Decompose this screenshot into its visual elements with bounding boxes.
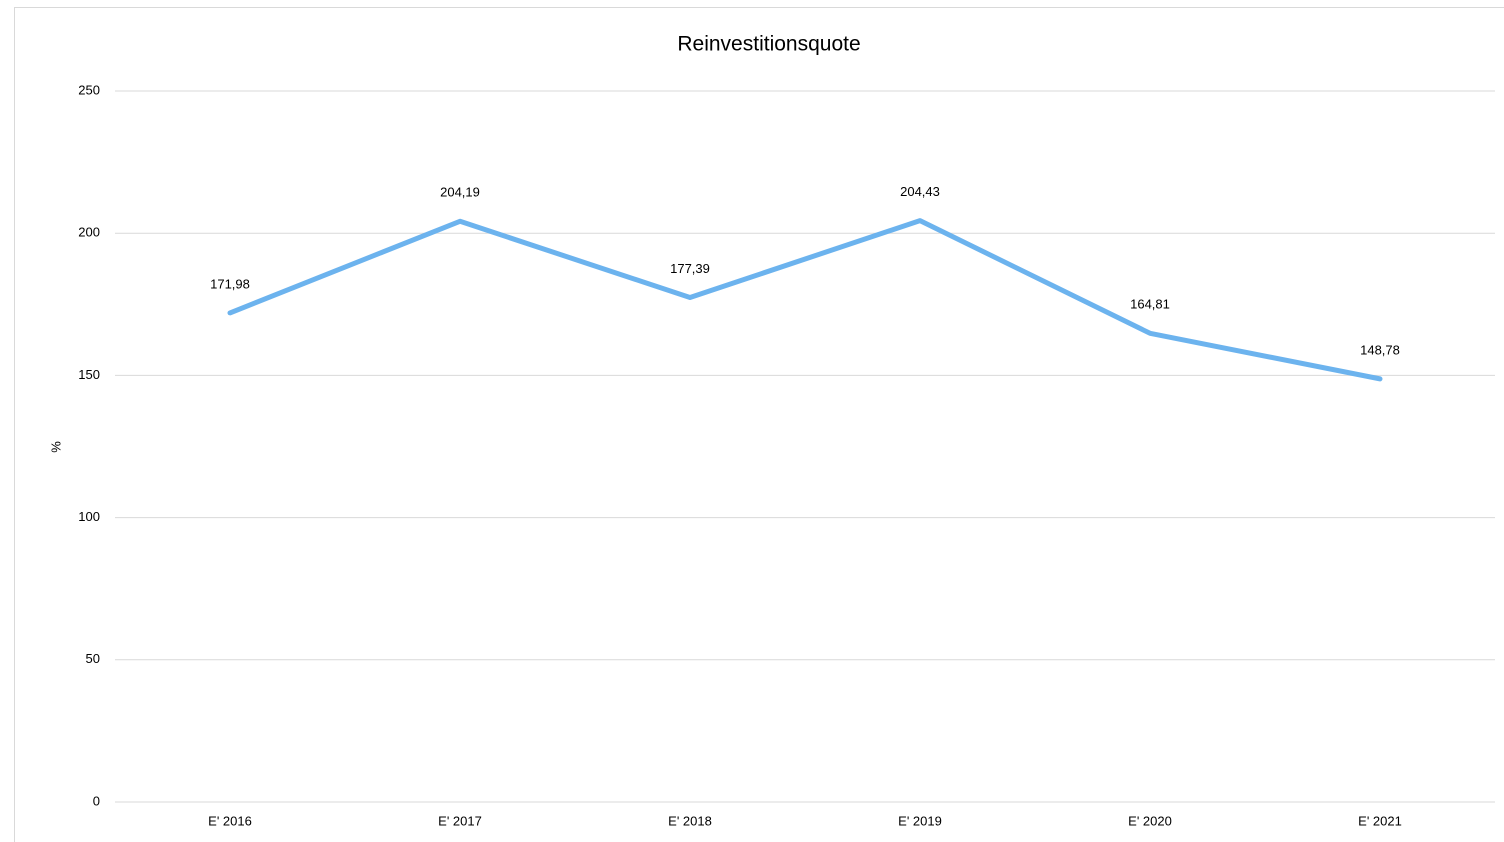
x-tick-label: E' 2016 [208, 813, 252, 828]
x-tick-label: E' 2019 [898, 813, 942, 828]
y-tick-label: 200 [78, 225, 100, 240]
y-tick-label: 100 [78, 509, 100, 524]
x-tick-label: E' 2020 [1128, 813, 1172, 828]
y-tick-label: 150 [78, 367, 100, 382]
data-label: 204,19 [440, 185, 480, 200]
data-label: 164,81 [1130, 297, 1170, 312]
y-axis-label: % [48, 441, 63, 453]
y-tick-label: 250 [78, 82, 100, 97]
y-tick-label: 0 [93, 793, 100, 808]
data-label: 171,98 [210, 276, 250, 291]
y-tick-label: 50 [86, 651, 100, 666]
chart-title: Reinvestitionsquote [677, 33, 860, 56]
x-tick-label: E' 2021 [1358, 813, 1402, 828]
data-label: 148,78 [1360, 342, 1400, 357]
x-tick-label: E' 2018 [668, 813, 712, 828]
data-label: 204,43 [900, 184, 940, 199]
data-label: 177,39 [670, 261, 710, 276]
series-line [227, 218, 1383, 382]
chart-frame [14, 7, 1504, 842]
x-tick-label: E' 2017 [438, 813, 482, 828]
